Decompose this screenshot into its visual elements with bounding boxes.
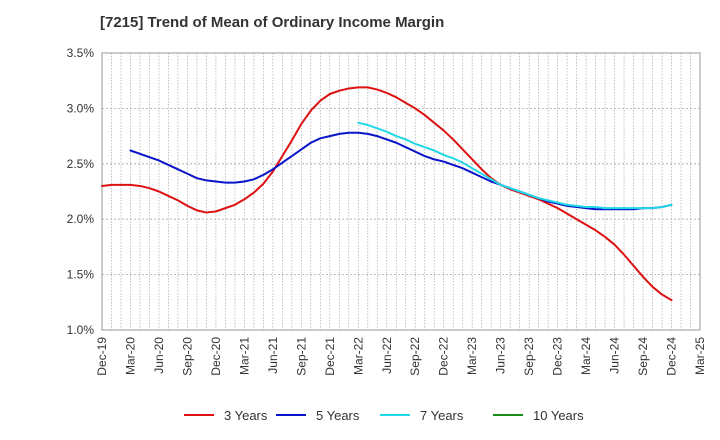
x-tick-label: Dec-20	[209, 337, 223, 376]
x-tick-label: Dec-22	[437, 337, 451, 376]
x-tick-label: Jun-24	[608, 337, 622, 374]
series-line-5-years	[129, 131, 673, 211]
legend-label: 3 Years	[224, 408, 268, 423]
x-tick-label: Dec-21	[323, 337, 337, 376]
series-layer	[101, 86, 673, 302]
y-tick-label: 2.0%	[67, 212, 95, 226]
x-tick-label: Mar-25	[693, 337, 707, 375]
grid-layer	[101, 52, 701, 331]
x-tick-label: Mar-23	[465, 337, 479, 375]
legend: 3 Years 5 Years 7 Years 10 Years	[184, 408, 584, 423]
y-tick-label: 3.5%	[67, 46, 95, 60]
x-tick-label: Mar-24	[579, 337, 593, 375]
x-tick-label: Dec-19	[95, 337, 109, 376]
x-tick-label: Jun-23	[494, 337, 508, 374]
chart-title: [7215] Trend of Mean of Ordinary Income …	[100, 14, 445, 31]
y-tick-label: 1.0%	[67, 323, 95, 337]
x-tick-label: Sep-23	[522, 337, 536, 376]
x-tick-label: Mar-22	[351, 337, 365, 375]
y-tick-label: 1.5%	[67, 268, 95, 282]
x-tick-label: Mar-20	[123, 337, 137, 375]
x-tick-label: Dec-23	[551, 337, 565, 376]
x-tick-label: Sep-22	[408, 337, 422, 376]
legend-label: 7 Years	[420, 408, 464, 423]
legend-label: 10 Years	[533, 408, 584, 423]
y-tick-label: 2.5%	[67, 157, 95, 171]
x-tick-label: Jun-22	[380, 337, 394, 374]
x-tick-label: Jun-21	[266, 337, 280, 374]
x-tick-label: Sep-20	[180, 337, 194, 376]
series-line-7-years	[357, 121, 673, 210]
y-tick-label: 3.0%	[67, 101, 95, 115]
x-tick-label: Dec-24	[665, 337, 679, 376]
series-line-3-years	[101, 86, 673, 302]
x-tick-label: Sep-24	[636, 337, 650, 376]
x-tick-label: Sep-21	[294, 337, 308, 376]
legend-label: 5 Years	[316, 408, 360, 423]
x-tick-label: Mar-21	[237, 337, 251, 375]
axis-layer: 1.0% 1.5% 2.0% 2.5% 3.0% 3.5% Dec-19 Mar-20 Jun-…	[67, 46, 707, 376]
plot-frame	[101, 52, 701, 331]
x-tick-label: Jun-20	[152, 337, 166, 374]
